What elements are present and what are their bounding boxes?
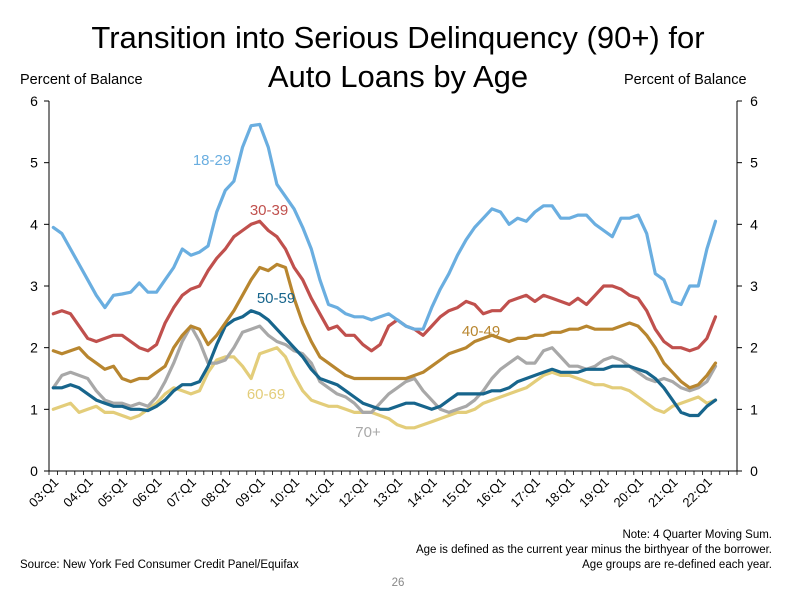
x-tick-label: 05:Q1 bbox=[95, 475, 131, 511]
x-tick-label: 22:Q1 bbox=[679, 475, 715, 511]
y-tick-label-right: 2 bbox=[750, 340, 758, 356]
x-tick-label: 03:Q1 bbox=[26, 475, 62, 511]
series-line-18-29 bbox=[51, 122, 718, 331]
x-tick-label: 20:Q1 bbox=[611, 475, 647, 511]
x-tick-label: 21:Q1 bbox=[645, 475, 681, 511]
x-tick-label: 10:Q1 bbox=[267, 475, 303, 511]
x-tick-label: 16:Q1 bbox=[473, 475, 509, 511]
chart-title-line-2: Auto Loans by Age bbox=[267, 59, 529, 94]
x-tick-label: 11:Q1 bbox=[302, 475, 337, 510]
x-tick-label: 19:Q1 bbox=[576, 475, 612, 511]
source-note: Source: New York Fed Consumer Credit Pan… bbox=[20, 559, 299, 571]
x-tick-label: 12:Q1 bbox=[335, 475, 371, 511]
x-tick-label: 06:Q1 bbox=[129, 475, 165, 511]
x-tick-label: 07:Q1 bbox=[163, 475, 199, 511]
x-tick-label: 13:Q1 bbox=[370, 475, 406, 511]
series-line-70plus bbox=[51, 324, 718, 414]
x-tick-label: 15:Q1 bbox=[439, 475, 475, 511]
series-label-70plus: 70+ bbox=[355, 424, 381, 441]
chart-title: Transition into Serious Delinquency (90+… bbox=[0, 18, 796, 96]
y-tick-label-right: 0 bbox=[750, 463, 758, 479]
series-line-40-49 bbox=[51, 262, 718, 390]
y-axis-title-left: Percent of Balance bbox=[20, 72, 143, 88]
y-tick-label-right: 5 bbox=[750, 155, 758, 171]
x-tick-label: 18:Q1 bbox=[542, 475, 578, 511]
y-tick-label-right: 3 bbox=[750, 278, 758, 294]
y-tick-label-left: 2 bbox=[30, 340, 38, 356]
series-label-18-29: 18-29 bbox=[193, 152, 231, 169]
series-label-60-69: 60-69 bbox=[247, 386, 285, 403]
y-tick-label-right: 4 bbox=[750, 216, 758, 232]
note-moving-sum: Note: 4 Quarter Moving Sum. bbox=[622, 529, 772, 541]
y-tick-label-right: 6 bbox=[750, 93, 758, 109]
page-number: 26 bbox=[391, 577, 405, 589]
x-tick-label: 17:Q1 bbox=[507, 475, 543, 511]
series-line-30-39 bbox=[51, 219, 718, 353]
x-tick-label: 09:Q1 bbox=[232, 475, 268, 511]
y-tick-label-left: 1 bbox=[30, 401, 38, 417]
x-tick-label: 04:Q1 bbox=[60, 475, 96, 511]
y-tick-label-left: 3 bbox=[30, 278, 38, 294]
y-tick-label-left: 6 bbox=[30, 93, 38, 109]
y-tick-label-left: 0 bbox=[30, 463, 38, 479]
x-tick-label: 14:Q1 bbox=[404, 475, 440, 511]
note-age-definition: Age is defined as the current year minus… bbox=[415, 544, 772, 556]
series-label-30-39: 30-39 bbox=[250, 202, 288, 219]
series-line-50-59 bbox=[51, 309, 718, 418]
x-tick-label: 08:Q1 bbox=[198, 475, 234, 511]
note-age-groups: Age groups are re-defined each year. bbox=[582, 559, 772, 571]
y-tick-label-left: 4 bbox=[30, 216, 38, 232]
series-line-60-69 bbox=[51, 346, 718, 430]
y-axis-title-right: Percent of Balance bbox=[624, 72, 747, 88]
series-label-50-59: 50-59 bbox=[257, 290, 295, 307]
y-tick-label-left: 5 bbox=[30, 155, 38, 171]
chart-title-line-1: Transition into Serious Delinquency (90+… bbox=[91, 20, 705, 55]
series-label-40-49: 40-49 bbox=[462, 323, 500, 340]
y-tick-label-right: 1 bbox=[750, 401, 758, 417]
